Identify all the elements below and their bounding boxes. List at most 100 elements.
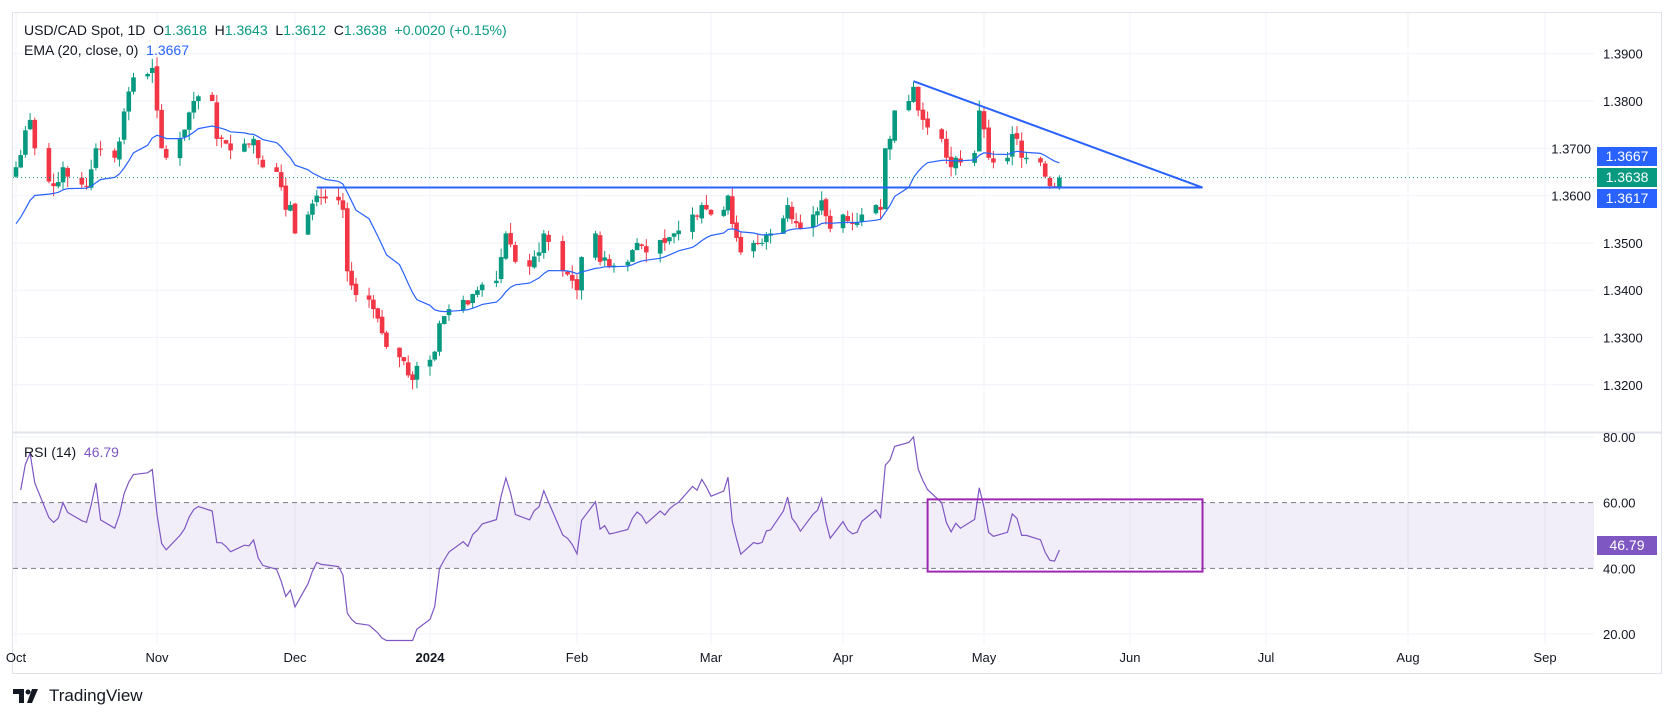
descending-trend-line	[913, 80, 1203, 189]
candle-body	[255, 140, 261, 159]
close-value: 1.3638	[343, 22, 387, 38]
price-tick-label: 1.3700	[1551, 141, 1591, 156]
candle-body	[738, 237, 744, 253]
candle-body	[405, 362, 411, 376]
time-tick-label: Nov	[145, 650, 169, 665]
candle-body	[1038, 158, 1043, 163]
candle-body	[98, 148, 103, 150]
candle-body	[920, 109, 926, 120]
tradingview-logo-icon	[13, 689, 38, 703]
candle-body	[911, 86, 916, 102]
candle-body	[892, 110, 897, 141]
candle-body	[823, 199, 829, 217]
ema-value: 1.3667	[146, 42, 189, 58]
candle-body	[1024, 157, 1029, 160]
candle-body	[560, 241, 566, 272]
candle-body	[260, 159, 266, 168]
candle-body	[977, 110, 982, 152]
candle-body	[46, 148, 52, 182]
candle-body	[479, 284, 485, 291]
rsi-value-tag: 46.79	[1597, 536, 1657, 555]
rsi-tick-label: 20.00	[1603, 627, 1636, 642]
price-tick-label: 1.3300	[1603, 331, 1643, 346]
candle-body	[789, 206, 795, 220]
candle-body	[283, 185, 289, 210]
candle-body	[944, 138, 949, 158]
candle-body	[23, 130, 28, 155]
rsi-label: RSI (14)	[24, 444, 77, 460]
candle-body	[475, 290, 480, 295]
candle-body	[991, 158, 996, 163]
candle-body	[379, 316, 385, 334]
candle-body	[676, 230, 681, 235]
price-tick-label: 1.3500	[1603, 236, 1643, 251]
candle-body	[887, 138, 893, 150]
price-tick-label: 1.3900	[1603, 47, 1643, 62]
candle-body	[288, 205, 293, 211]
candle-body	[465, 300, 471, 305]
candle-body	[667, 237, 672, 242]
rsi-tick-label: 40.00	[1603, 561, 1636, 576]
time-tick-label: May	[972, 650, 997, 665]
candle-body	[541, 233, 547, 253]
candle-body	[228, 143, 233, 151]
candle-body	[209, 94, 215, 101]
candle-body	[88, 169, 94, 188]
candle-body	[223, 140, 229, 144]
rsi-highlight-box	[926, 498, 1204, 573]
candle-body	[446, 309, 452, 316]
support-price-tag: 1.3617	[1597, 189, 1657, 208]
overlays	[13, 80, 1594, 642]
candle-body	[18, 155, 23, 168]
high-label: H	[214, 22, 225, 38]
candle-body	[292, 203, 298, 234]
grid	[13, 13, 1594, 645]
ema-legend[interactable]: EMA (20, close, 0) 1.3667	[24, 42, 189, 58]
price-tick-label: 1.3200	[1603, 378, 1643, 393]
symbol-title[interactable]: USD/CAD Spot, 1D	[24, 22, 146, 38]
candle-body	[1047, 178, 1053, 187]
rsi-value: 46.79	[83, 444, 119, 460]
candle-body	[721, 209, 727, 216]
candle-body	[150, 67, 155, 73]
candle-body	[323, 196, 328, 199]
candle-body	[569, 274, 575, 281]
rsi-legend[interactable]: RSI (14) 46.79	[24, 444, 119, 460]
candle-body	[593, 233, 598, 258]
candle-body	[65, 168, 70, 177]
candle-body	[915, 86, 921, 111]
candle-body	[1042, 163, 1048, 177]
candle-body	[112, 150, 117, 158]
open-label: O	[153, 22, 165, 38]
candle-body	[845, 216, 850, 221]
candle-body	[27, 119, 33, 130]
candle-body	[336, 196, 341, 201]
tradingview-logo[interactable]: TradingView	[13, 686, 143, 706]
candle-body	[251, 138, 256, 146]
candle-body	[634, 242, 640, 251]
candle-body	[840, 214, 846, 229]
candle-body	[532, 256, 537, 268]
candle-body	[56, 182, 61, 187]
candle-body	[704, 204, 709, 210]
candle-body	[384, 332, 389, 347]
time-tick-label: Oct	[6, 650, 27, 665]
candle-body	[827, 215, 833, 229]
candle-body	[242, 143, 247, 152]
candles	[13, 57, 1062, 390]
candle-body	[755, 243, 761, 245]
time-tick-label: Sep	[1533, 650, 1556, 665]
candle-body	[906, 101, 912, 111]
low-value: 1.3612	[283, 22, 327, 38]
brand-name: TradingView	[49, 686, 143, 705]
candle-body	[819, 200, 825, 211]
time-tick-label: Apr	[833, 650, 854, 665]
candle-body	[925, 118, 930, 128]
ema-line	[15, 125, 1060, 313]
candle-body	[798, 222, 803, 229]
candle-body	[246, 143, 252, 145]
candle-body	[508, 233, 513, 245]
candle-body	[79, 177, 85, 185]
candle-body	[397, 347, 402, 358]
